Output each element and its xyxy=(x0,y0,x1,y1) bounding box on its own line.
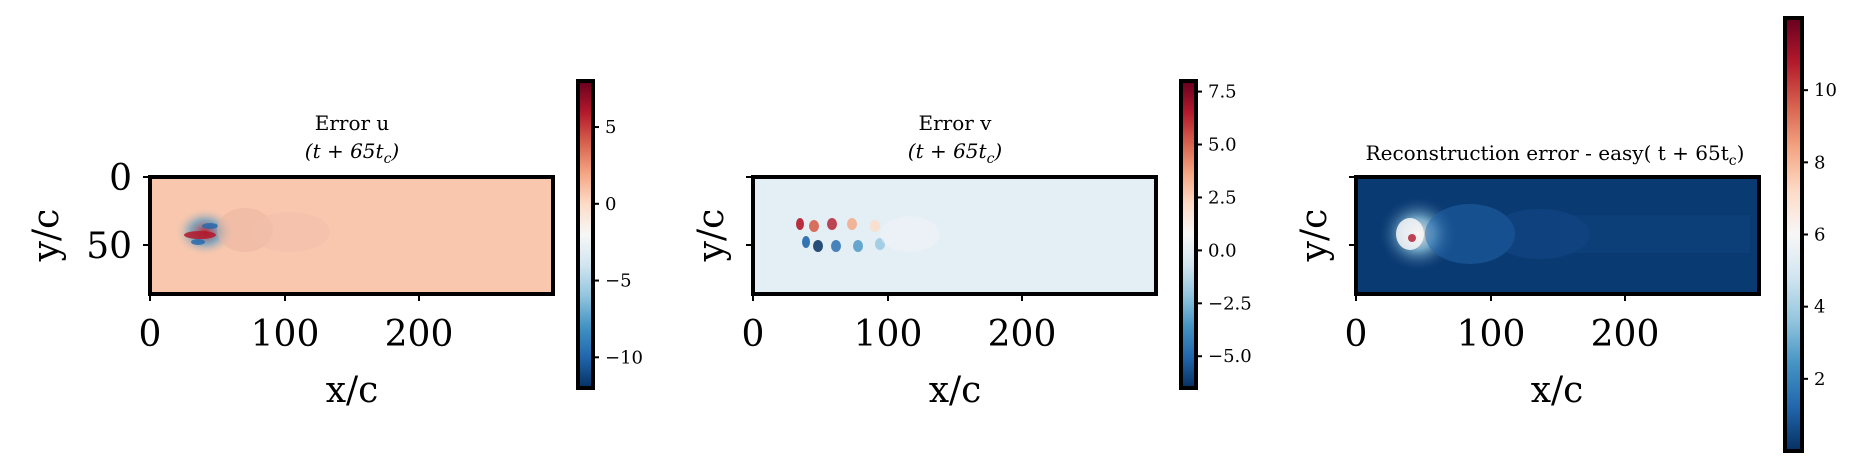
panel-1-colorbar-fill xyxy=(578,81,593,388)
panel-3-title: Reconstruction error - easy( t + 65tc) xyxy=(1366,141,1745,169)
panel-1-title-line1: Error u xyxy=(315,111,390,135)
panel-3-xlabel: x/c xyxy=(1531,370,1584,411)
panel-1-ytick-label: 0 xyxy=(109,158,132,199)
colorbar-tick-label: 5.0 xyxy=(1208,135,1237,156)
panel-2-colorbar-fill xyxy=(1181,81,1196,388)
panel-1-xticks: 0 100 200 xyxy=(139,294,454,355)
colorbar-tick-label: 0 xyxy=(605,194,616,215)
panel-1-xtick-label: 0 xyxy=(139,314,162,355)
colorbar-tick-label: 7.5 xyxy=(1208,82,1237,103)
panel-1-xlabel: x/c xyxy=(326,370,379,411)
panel-3-wake-structures xyxy=(1378,196,1750,272)
panel-2-heatmap-bg xyxy=(753,177,1156,294)
panel-2-xtick-label: 200 xyxy=(988,314,1057,355)
colorbar-tick-label: 5 xyxy=(605,117,616,138)
panel-2-yticks xyxy=(746,176,753,246)
panel-3-colorbar: 10 8 6 4 2 xyxy=(1783,16,1837,453)
panel-3-colorbar-fill xyxy=(1785,18,1802,451)
colorbar-tick-label: −10 xyxy=(605,347,643,368)
panel-2-colorbar: 7.5 5.0 2.5 0.0 −2.5 −5.0 xyxy=(1179,79,1252,390)
colorbar-tick-label: 8 xyxy=(1814,152,1825,173)
panel-1-wake-structures xyxy=(175,208,330,256)
panel-3-ylabel: y/c xyxy=(1294,209,1335,263)
panel-1-title-line2: (t + 65tc) xyxy=(305,139,399,167)
panel-2-xlabel: x/c xyxy=(929,370,982,411)
panel-3-xticks: 0 100 200 xyxy=(1345,294,1660,355)
panel-2-xtick-label: 100 xyxy=(854,314,923,355)
panel-3-xtick-label: 0 xyxy=(1345,314,1368,355)
panel-1-frame xyxy=(148,175,555,296)
colorbar-tick-label: 6 xyxy=(1814,225,1825,246)
panel-1-ylabel: y/c xyxy=(26,209,67,263)
panel-1-colorbar: 5 0 −5 −10 xyxy=(576,79,643,390)
panel-1-ytick-label: 50 xyxy=(86,226,132,267)
panel-error-v: Error v (t + 65tc) x/c y/c 0 100 200 xyxy=(691,79,1252,411)
colorbar-tick-label: −2.5 xyxy=(1208,293,1252,314)
colorbar-tick-label: 10 xyxy=(1814,80,1837,101)
panel-2-wake-structures xyxy=(796,216,940,252)
panel-2-xtick-label: 0 xyxy=(742,314,765,355)
colorbar-tick-label: −5.0 xyxy=(1208,346,1252,367)
panel-3-xtick-label: 200 xyxy=(1591,314,1660,355)
panel-2-ylabel: y/c xyxy=(691,209,732,263)
panel-1-xtick-label: 200 xyxy=(385,314,454,355)
colorbar-tick-label: 2 xyxy=(1814,369,1825,390)
colorbar-tick-label: 0.0 xyxy=(1208,240,1237,261)
panel-1-yticks: 0 50 xyxy=(86,158,150,267)
colorbar-tick-label: 4 xyxy=(1814,297,1825,318)
colorbar-tick-label: 2.5 xyxy=(1208,187,1237,208)
panel-2-xticks: 0 100 200 xyxy=(742,294,1057,355)
panel-1-xtick-label: 100 xyxy=(251,314,320,355)
panel-3-yticks xyxy=(1349,176,1356,246)
panel-2-title-line1: Error v xyxy=(919,111,993,135)
panel-2-frame xyxy=(751,175,1158,296)
panel-2-colorbar-frame xyxy=(1179,79,1198,390)
panel-3-frame xyxy=(1354,175,1761,296)
panel-error-u: Error u (t + 65tc) x/c y/c 0 100 200 0 5… xyxy=(26,79,643,411)
panel-reconstruction-error: Reconstruction error - easy( t + 65tc) x… xyxy=(1294,16,1837,453)
panel-1-colorbar-frame xyxy=(576,79,595,390)
panel-2-title-line2: (t + 65tc) xyxy=(908,139,1002,167)
panel-3-xtick-label: 100 xyxy=(1457,314,1526,355)
colorbar-tick-label: −5 xyxy=(605,271,632,292)
